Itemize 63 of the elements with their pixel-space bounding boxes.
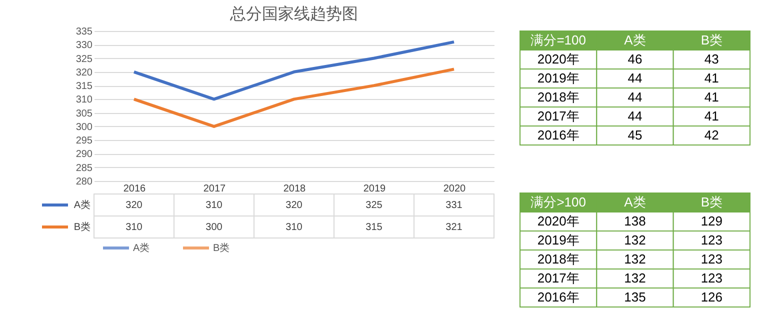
data-label: 310 (206, 200, 223, 211)
data-label: 321 (446, 222, 463, 233)
y-tick-label: 300 (76, 122, 93, 133)
data-label: 138 (624, 214, 646, 228)
y-tick-label: 320 (76, 67, 93, 78)
data-label: 310 (286, 222, 303, 233)
x-tick-label: 2016 (123, 184, 146, 194)
y-tick-label: 335 (76, 26, 93, 38)
data-label: 44 (628, 108, 642, 124)
data-label: 132 (624, 252, 646, 266)
chart-title: 总分国家线趋势图 (229, 5, 358, 23)
y-tick-label: 2019年 (537, 232, 580, 248)
data-label: 41 (704, 90, 719, 104)
y-tick-label: 310 (76, 94, 93, 106)
data-label: 44 (628, 70, 642, 86)
data-label: 320 (286, 200, 303, 211)
chart-title: 满分>100 (530, 194, 586, 210)
x-tick-label: 2019 (363, 184, 386, 194)
y-tick-label: 2018年 (537, 90, 580, 104)
data-label: 132 (624, 270, 646, 286)
y-tick-label: 2016年 (537, 290, 580, 304)
y-tick-label: 280 (76, 176, 93, 188)
data-label: 135 (624, 290, 646, 304)
y-tick-label: 2017年 (537, 270, 580, 286)
y-tick-label: 2020年 (537, 214, 580, 228)
chart-title: 满分=100 (530, 32, 586, 48)
data-label: 46 (628, 52, 642, 66)
data-label: 41 (704, 70, 719, 86)
y-tick-label: 330 (76, 40, 93, 52)
data-label: 325 (366, 200, 383, 211)
x-tick-label: 2018 (283, 184, 306, 194)
legend-label: B类 (74, 221, 90, 233)
data-label: 123 (700, 252, 723, 266)
y-tick-label: 285 (76, 162, 93, 174)
data-label: 44 (628, 90, 642, 104)
text: B类 (213, 243, 230, 254)
y-tick-label: 2019年 (537, 70, 580, 86)
data-label: 123 (700, 270, 723, 286)
data-label: 331 (446, 200, 463, 211)
data-label: 43 (704, 52, 719, 66)
data-label: 310 (126, 222, 143, 233)
y-tick-label: 305 (76, 108, 93, 120)
y-tick-label: 325 (76, 54, 93, 65)
y-tick-label: 2020年 (537, 52, 580, 66)
data-label: 123 (700, 232, 723, 248)
y-tick-label: 2017年 (537, 108, 580, 124)
x-tick-label: 2017 (203, 184, 226, 194)
data-label: 320 (126, 200, 143, 211)
data-label: 45 (628, 128, 642, 142)
data-label: 129 (700, 214, 723, 228)
y-tick-label: 2018年 (537, 252, 580, 266)
data-label: 41 (704, 108, 719, 124)
data-label: 42 (704, 128, 719, 142)
data-label: 315 (366, 222, 383, 233)
data-label: 132 (624, 232, 646, 248)
data-label: 126 (700, 290, 723, 304)
data-label: 300 (206, 222, 223, 233)
y-tick-label: 290 (76, 149, 93, 160)
text: A类 (133, 243, 150, 254)
y-tick-label: 295 (76, 136, 93, 147)
y-tick-label: 2016年 (537, 128, 580, 142)
y-tick-label: 315 (76, 81, 93, 92)
x-tick-label: 2020 (443, 184, 466, 194)
